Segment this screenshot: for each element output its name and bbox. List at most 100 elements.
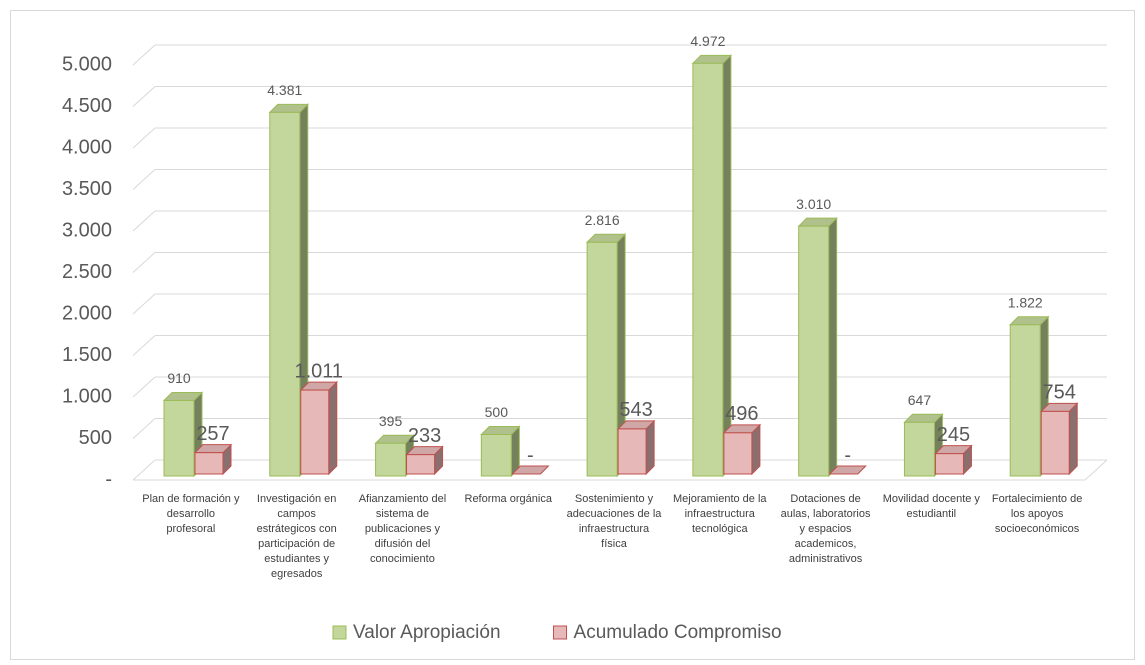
legend-swatch xyxy=(332,625,347,640)
value-label: 4.972 xyxy=(690,33,725,49)
bar xyxy=(934,444,973,476)
grid-line-side xyxy=(132,86,156,107)
grid-line xyxy=(132,86,1107,107)
grid-line xyxy=(132,376,1107,398)
value-label: 647 xyxy=(908,392,932,408)
y-tick-label: 2.500 xyxy=(62,261,112,283)
bar-front xyxy=(798,225,830,477)
bar xyxy=(480,425,521,478)
bar-front xyxy=(375,442,407,477)
y-tick-label: 1.000 xyxy=(62,385,112,407)
grid-line-side xyxy=(132,418,156,439)
bar-front xyxy=(934,453,964,475)
x-tick-label: Reforma orgánica xyxy=(464,493,552,505)
y-tick-label: 3.000 xyxy=(62,219,112,241)
bar xyxy=(616,419,656,476)
x-tick-label: Sostenimiento y adecuaciones de la infra… xyxy=(566,493,662,550)
value-label: - xyxy=(844,444,851,466)
floor-right xyxy=(1084,459,1108,481)
grid-line-side xyxy=(132,169,156,190)
grid-line-side xyxy=(132,44,156,66)
bar xyxy=(1040,402,1079,476)
value-label: 754 xyxy=(1043,382,1076,404)
bar xyxy=(374,434,415,478)
y-tick-label: 5.000 xyxy=(62,53,112,75)
value-label: 500 xyxy=(485,404,509,420)
value-label: 496 xyxy=(725,403,758,425)
bar-front xyxy=(269,111,301,477)
legend-swatch xyxy=(553,625,568,640)
value-label: 245 xyxy=(937,424,970,446)
legend-label: Acumulado Compromiso xyxy=(574,622,782,643)
x-tick-label: Movilidad docente y estudiantil xyxy=(882,493,980,520)
value-label: 1.822 xyxy=(1008,294,1043,310)
bar xyxy=(299,380,338,476)
bar-front xyxy=(406,454,436,475)
grid-line-side xyxy=(132,252,156,273)
bar-front xyxy=(163,399,195,477)
bar xyxy=(903,413,944,478)
bar-front xyxy=(586,241,618,477)
grid-line xyxy=(132,293,1107,315)
bar-front xyxy=(300,389,330,475)
y-tick-label: 2.000 xyxy=(62,302,112,324)
value-label: 3.010 xyxy=(796,196,831,212)
grid-line-side xyxy=(132,127,156,149)
value-label: 395 xyxy=(379,413,403,429)
bar xyxy=(405,445,444,476)
y-tick-label: 1.500 xyxy=(62,344,112,366)
bar-side xyxy=(645,419,655,476)
bar-front xyxy=(903,421,935,477)
value-label: 910 xyxy=(167,370,191,386)
bar xyxy=(585,233,627,478)
bar-front xyxy=(723,432,753,475)
bar-top xyxy=(511,465,550,475)
grid-line xyxy=(132,44,1107,66)
bar xyxy=(828,465,867,475)
y-tick-label: 500 xyxy=(79,427,112,449)
bar-front xyxy=(194,452,224,475)
grid-line xyxy=(132,127,1107,149)
value-label: 4.381 xyxy=(267,82,302,98)
value-label: 257 xyxy=(196,423,229,445)
x-tick-label: Investigación en campos estrátegicos con… xyxy=(256,493,337,580)
bar xyxy=(691,54,733,478)
bar-front xyxy=(617,428,647,475)
value-label: 233 xyxy=(408,425,441,447)
y-tick-label: 4.500 xyxy=(62,95,112,117)
bar xyxy=(268,103,309,478)
bar-front xyxy=(480,434,512,477)
bar-side xyxy=(328,380,338,476)
x-tick-label: Dotaciones de aulas, laboratorios y espa… xyxy=(780,493,871,565)
value-label: - xyxy=(527,444,534,466)
grid-line-side xyxy=(132,376,156,398)
grid-line xyxy=(132,335,1107,356)
bar-side xyxy=(1068,402,1078,476)
grid-line xyxy=(132,169,1107,190)
bar xyxy=(193,443,233,476)
x-tick-label: Mejoramiento de la infraestructura tecno… xyxy=(672,493,767,535)
y-tick-label: 4.000 xyxy=(62,136,112,158)
y-tick-label: - xyxy=(105,468,112,490)
grid-line xyxy=(132,252,1107,273)
legend-label: Valor Apropiación xyxy=(353,622,501,643)
grid-line-side xyxy=(132,335,156,356)
bar xyxy=(511,465,550,475)
bar-side xyxy=(828,216,838,478)
grid-line-side xyxy=(132,459,156,481)
value-label: 1.011 xyxy=(294,360,343,382)
value-label: 2.816 xyxy=(585,212,620,228)
grid-line-side xyxy=(132,210,156,232)
grid-line-side xyxy=(132,293,156,315)
x-tick-label: Fortalecimiento de los apoyos socioeconó… xyxy=(991,493,1083,535)
x-tick-label: Plan de formación y desarrollo profesora… xyxy=(142,493,240,535)
bar-top xyxy=(828,465,867,475)
x-tick-label: Afianzamiento del sistema de publicacion… xyxy=(358,493,447,565)
y-tick-label: 3.500 xyxy=(62,178,112,200)
grid-line xyxy=(132,210,1107,232)
bar xyxy=(722,423,762,476)
bar-front xyxy=(692,62,724,477)
bar-front xyxy=(1009,324,1041,477)
